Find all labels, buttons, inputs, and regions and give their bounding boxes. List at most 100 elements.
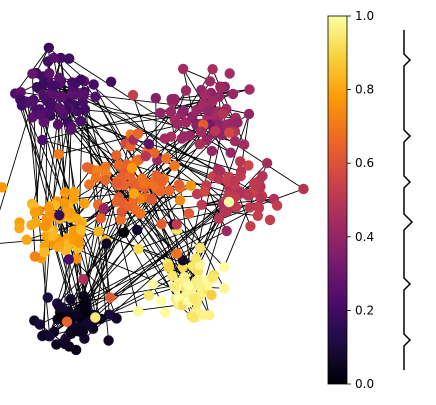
graph-node (139, 177, 150, 189)
graph-node (79, 104, 91, 115)
graph-node (183, 280, 194, 291)
graph-node (55, 104, 66, 115)
graph-node (235, 171, 246, 182)
graph-node (264, 214, 276, 226)
graph-node (156, 218, 167, 230)
graph-node (203, 105, 214, 117)
colorbar-ticks: 0.0 0.2 0.4 0.6 0.8 1.0 (347, 9, 374, 391)
graph-node (91, 165, 103, 176)
graph-node (29, 251, 41, 262)
graph-node (213, 213, 225, 224)
graph-node (177, 255, 188, 266)
graph-node (103, 309, 115, 320)
graph-node (35, 109, 46, 120)
graph-node (160, 307, 171, 318)
graph-node (90, 172, 102, 184)
graph-node (15, 94, 26, 105)
graph-edge (95, 96, 210, 316)
graph-node (133, 243, 144, 255)
graph-node (59, 197, 70, 208)
graph-node (227, 88, 239, 100)
graph-node (73, 237, 85, 248)
graph-edge (56, 190, 170, 304)
graph-node (90, 312, 101, 323)
graph-node (53, 241, 64, 252)
graph-node (210, 125, 221, 136)
graph-node (71, 253, 82, 264)
graph-node (75, 224, 87, 236)
graph-node (244, 84, 255, 95)
graph-node (249, 178, 260, 189)
graph-node (37, 134, 48, 146)
graph-node (169, 160, 180, 171)
colorbar-gradient (327, 15, 348, 385)
graph-node (150, 92, 161, 104)
graph-node (229, 135, 241, 147)
graph-edge (82, 131, 202, 280)
graph-edge (123, 232, 162, 302)
graph-node (213, 173, 225, 184)
graph-node (78, 290, 89, 302)
graph-node (48, 52, 59, 64)
graph-node (61, 316, 73, 327)
graph-edge (84, 263, 169, 340)
dendrogram (403, 30, 414, 370)
graph-node (81, 162, 93, 173)
graph-node (204, 310, 215, 321)
graph-node (21, 234, 32, 245)
graph-node (111, 178, 122, 189)
graph-node (44, 68, 55, 79)
colorbar: 0.0 0.2 0.4 0.6 0.8 1.0 (327, 9, 374, 391)
graph-node (65, 294, 76, 305)
graph-node (207, 63, 218, 75)
graph-node (160, 153, 172, 164)
graph-node (140, 151, 151, 162)
colorbar-tick-label: 0.2 (355, 303, 374, 317)
graph-node (78, 274, 89, 285)
graph-node (219, 283, 230, 294)
graph-node (180, 85, 192, 96)
graph-node (156, 176, 168, 188)
graph-node (232, 117, 243, 128)
graph-node (47, 230, 58, 241)
graph-node (174, 195, 186, 206)
graph-node (188, 312, 199, 323)
graph-node (88, 79, 99, 90)
colorbar-tick-label: 0.8 (355, 83, 374, 97)
graph-node (243, 190, 254, 201)
graph-node (52, 119, 64, 130)
graph-node (148, 278, 159, 290)
graph-node (56, 91, 68, 102)
graph-node (70, 344, 82, 356)
graph-node (257, 170, 268, 182)
graph-node (71, 213, 82, 224)
graph-node (81, 306, 93, 317)
graph-node (183, 208, 195, 219)
graph-node (199, 89, 210, 101)
graph-node (90, 91, 101, 102)
graph-node (38, 90, 49, 102)
graph-node (59, 338, 71, 350)
graph-node (132, 306, 144, 317)
graph-node (39, 246, 50, 258)
graph-node (51, 339, 62, 350)
graph-node (42, 292, 53, 303)
graph-node (71, 308, 82, 320)
graph-node (75, 115, 86, 127)
graph-node (95, 213, 107, 224)
graph-node (164, 185, 175, 196)
graph-node (75, 74, 87, 85)
graph-node (77, 326, 89, 337)
graph-node (65, 124, 77, 135)
graph-node (57, 302, 68, 313)
graph-node (243, 108, 255, 120)
graph-node (252, 210, 263, 221)
graph-node (202, 279, 213, 291)
graph-node (261, 158, 273, 169)
graph-node (212, 164, 223, 175)
graph-node (221, 225, 232, 237)
colorbar-tick-label: 1.0 (355, 9, 374, 23)
graph-node (93, 226, 104, 237)
graph-node (143, 290, 155, 301)
